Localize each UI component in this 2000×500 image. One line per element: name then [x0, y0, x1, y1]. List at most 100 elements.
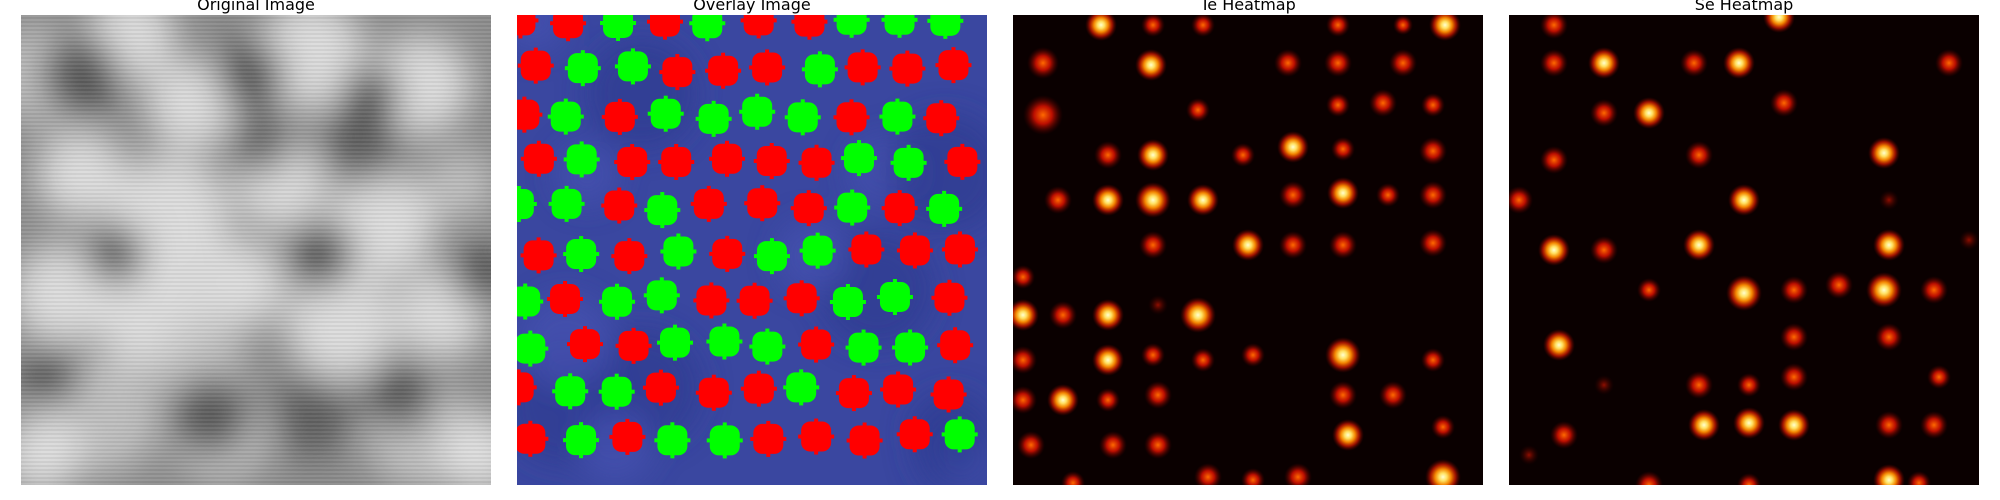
heatmap-spot	[1144, 431, 1172, 459]
heatmap-spot	[1866, 272, 1902, 308]
heatmap-spot	[1728, 184, 1760, 216]
heatmap-spot	[1419, 229, 1447, 257]
te-marker	[941, 416, 978, 453]
se-marker	[880, 371, 917, 408]
heatmap-spot	[1017, 431, 1045, 459]
te-marker	[517, 283, 544, 320]
heatmap-spot	[1013, 386, 1037, 414]
heatmap-spot	[1099, 431, 1127, 459]
se-marker	[642, 369, 679, 406]
se-marker	[517, 420, 549, 457]
heatmap-spot	[1013, 299, 1039, 331]
heatmap-spot	[1763, 15, 1795, 33]
heatmap-spot	[1543, 329, 1575, 361]
te-marker	[829, 284, 866, 321]
heatmap-spot	[1094, 141, 1122, 169]
heatmap-spot	[1186, 98, 1210, 122]
se-marker	[935, 47, 972, 84]
te-marker	[876, 278, 913, 315]
te-heatmap-panel: Te Heatmap	[1013, 0, 1483, 485]
te-marker	[517, 186, 537, 223]
heatmap-spot	[1187, 184, 1219, 216]
se-marker	[791, 15, 828, 40]
heatmap-spot	[1023, 95, 1063, 135]
se-marker	[690, 185, 727, 222]
heatmap-spot	[1723, 47, 1755, 79]
heatmap-spot	[1873, 464, 1905, 485]
heatmap-spot	[1879, 190, 1899, 210]
heatmap-spot	[1329, 231, 1357, 259]
te-marker	[801, 51, 838, 88]
se-marker	[566, 326, 603, 363]
se-marker	[520, 140, 557, 177]
te-marker	[749, 328, 786, 365]
heatmap-spot	[1376, 183, 1400, 207]
te-marker	[614, 48, 651, 85]
se-marker	[709, 140, 746, 177]
heatmap-spot	[1096, 388, 1120, 412]
heatmap-spot	[1590, 236, 1618, 264]
heatmap-spot	[1326, 93, 1350, 117]
heatmap-spot	[1683, 229, 1715, 261]
heatmap-spot	[1737, 373, 1761, 397]
se-marker	[930, 376, 967, 413]
te-marker	[552, 373, 589, 410]
heatmap-spot	[1875, 323, 1903, 351]
se-marker	[609, 418, 646, 455]
heatmap-spot	[1141, 343, 1165, 367]
heatmap-spot	[1389, 49, 1417, 77]
heatmap-spot	[1538, 234, 1570, 266]
heatmap-spot	[1509, 186, 1533, 214]
se-marker	[798, 418, 835, 455]
heatmap-spot	[1421, 93, 1445, 117]
heatmap-spot	[1868, 137, 1900, 169]
se-marker	[881, 190, 918, 227]
te-marker	[881, 15, 918, 38]
se-marker	[749, 49, 786, 86]
heatmap-spot	[1327, 177, 1359, 209]
heatmap-spot	[1274, 49, 1302, 77]
heatmap-spot	[1873, 229, 1905, 261]
heatmap-spot	[1688, 409, 1720, 441]
se-marker	[798, 326, 835, 363]
se-marker	[517, 15, 539, 39]
heatmap-spot	[1092, 184, 1124, 216]
se-marker	[931, 279, 968, 316]
heatmap-spot	[1519, 445, 1539, 465]
heatmap-spot	[1780, 323, 1808, 351]
te-marker	[890, 144, 927, 181]
se-heatmap-panel: Se Heatmap	[1509, 0, 1979, 485]
heatmap-spot	[1959, 230, 1979, 250]
te-marker	[926, 190, 963, 227]
heatmap-spot	[1935, 49, 1963, 77]
heatmap-spot	[1540, 15, 1568, 39]
heatmap-spot	[1633, 97, 1665, 129]
heatmap-spot	[1027, 47, 1059, 79]
overlay-image-title: Overlay Image	[693, 0, 811, 14]
heatmap-spot	[1550, 421, 1578, 449]
te-marker	[599, 283, 636, 320]
heatmap-spot	[1324, 49, 1352, 77]
te-marker	[845, 329, 882, 366]
te-marker	[660, 233, 697, 270]
heatmap-spot	[1194, 463, 1222, 485]
heatmap-spot	[1284, 463, 1312, 485]
heatmap-spot	[1135, 49, 1167, 81]
heatmap-spot	[1191, 15, 1215, 37]
te-heatmap-title: Te Heatmap	[1200, 0, 1296, 14]
te-marker	[879, 98, 916, 135]
heatmap-spot	[1588, 47, 1620, 79]
heatmap-spot	[1326, 15, 1350, 37]
se-marker	[848, 231, 885, 268]
heatmap-spot	[1279, 181, 1307, 209]
te-marker	[783, 369, 820, 406]
heatmap-spot	[1379, 381, 1407, 409]
se-marker	[750, 420, 787, 457]
se-marker	[740, 370, 777, 407]
heatmap-spot	[1920, 411, 1948, 439]
heatmap-spot	[1540, 49, 1568, 77]
se-marker	[709, 235, 746, 272]
te-marker	[563, 236, 600, 273]
heatmap-spot	[1180, 297, 1216, 333]
se-marker	[844, 49, 881, 86]
